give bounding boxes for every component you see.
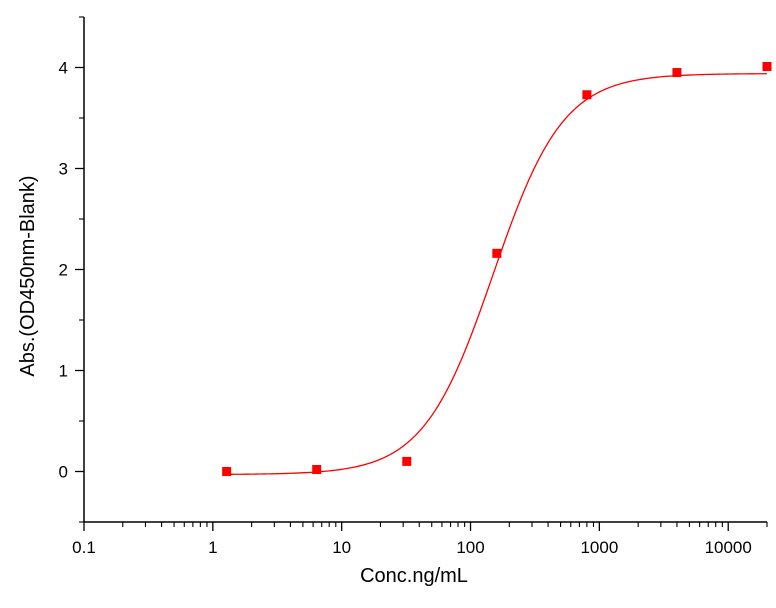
x-tick-label: 10000 — [705, 538, 752, 557]
data-point — [402, 456, 412, 466]
x-tick-label: 0.1 — [72, 538, 96, 557]
data-points — [222, 61, 772, 476]
y-axis-title: Abs.(OD450nm-Blank) — [17, 175, 39, 376]
data-point — [582, 90, 592, 100]
x-axis: 0.1 1 10 100 1000 10000 — [72, 521, 768, 557]
x-tick-label: 100 — [456, 538, 484, 557]
fit-curve-layer — [226, 73, 768, 475]
y-tick-label: 4 — [59, 59, 68, 78]
y-axis: 0 1 2 3 4 — [59, 16, 85, 523]
y-tick-label: 1 — [59, 362, 68, 381]
x-tick-label: 1000 — [580, 538, 618, 557]
x-tick-label: 1 — [208, 538, 217, 557]
data-point — [762, 61, 772, 71]
data-point — [672, 68, 682, 78]
data-point — [312, 464, 322, 474]
y-tick-label: 0 — [59, 463, 68, 482]
y-tick-label: 3 — [59, 160, 68, 179]
x-axis-title: Conc.ng/mL — [360, 565, 468, 587]
y-tick-label: 2 — [59, 261, 68, 280]
fit-curve-line — [226, 73, 768, 475]
data-point — [492, 248, 502, 258]
data-point — [222, 467, 232, 476]
x-tick-label: 10 — [332, 538, 351, 557]
